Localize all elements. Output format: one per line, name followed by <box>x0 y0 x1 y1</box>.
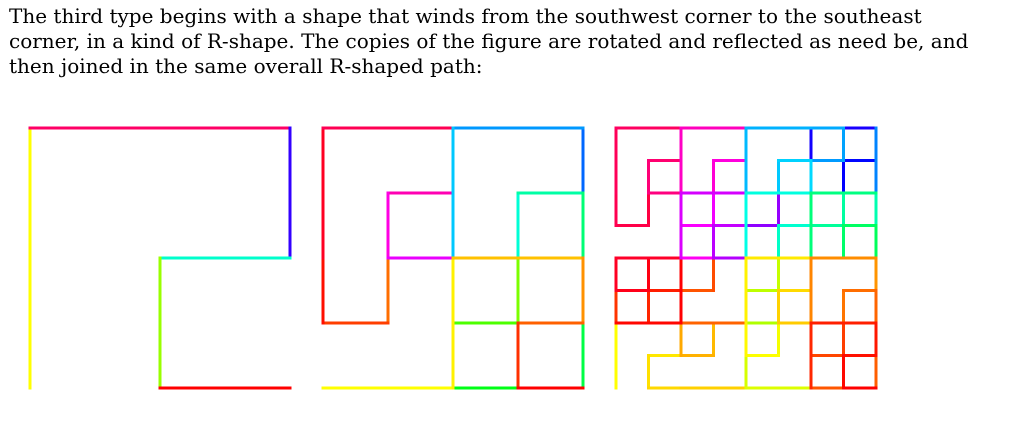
r-curve-order-2 <box>321 126 585 390</box>
paragraph-line-3: then joined in the same overall R-shaped… <box>9 54 483 78</box>
r-curve-figure-row <box>0 110 1010 410</box>
description-paragraph: The third type begins with a shape that … <box>9 4 1004 79</box>
r-curve-order-1 <box>28 126 292 390</box>
paragraph-line-1: The third type begins with a shape that … <box>9 4 922 28</box>
paragraph-line-2: corner, in a kind of R-shape. The copies… <box>9 29 969 53</box>
r-curve-order-3 <box>614 126 878 390</box>
